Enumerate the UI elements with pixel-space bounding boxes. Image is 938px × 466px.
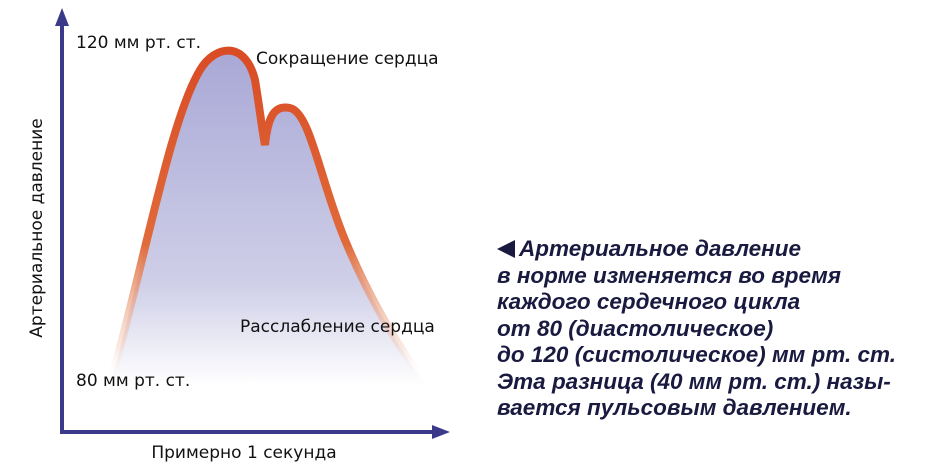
caption-line: в норме изменяется во время [497, 262, 841, 288]
caption-line: от 80 (диастолическое) [497, 315, 774, 341]
caption-line: вается пульсовым давлением. [497, 395, 852, 420]
caption-pointer [497, 240, 515, 258]
pressure-area [110, 50, 425, 385]
caption: Артериальное давление в норме изменяется … [497, 236, 896, 422]
pressure-curve [106, 46, 429, 389]
x-axis-arrow [432, 425, 450, 439]
y-axis-label: Артериальное давление [27, 118, 47, 337]
contraction-label: Сокращение сердца [256, 49, 439, 69]
x-axis-label: Примерно 1 секунда [151, 443, 336, 463]
low-label: 80 мм рт. ст. [76, 371, 190, 391]
y-axis-arrow [55, 8, 69, 26]
caption-line: каждого сердечного цикла [497, 289, 801, 314]
caption-line: до 120 (систолическое) мм рт. ст. [497, 342, 896, 367]
caption-line: Эта разница (40 мм рт. ст.) назы- [497, 368, 891, 394]
relaxation-label: Расслабление сердца [240, 317, 435, 337]
caption-line: Артериальное давление [519, 236, 802, 261]
high-label: 120 мм рт. ст. [76, 33, 201, 53]
